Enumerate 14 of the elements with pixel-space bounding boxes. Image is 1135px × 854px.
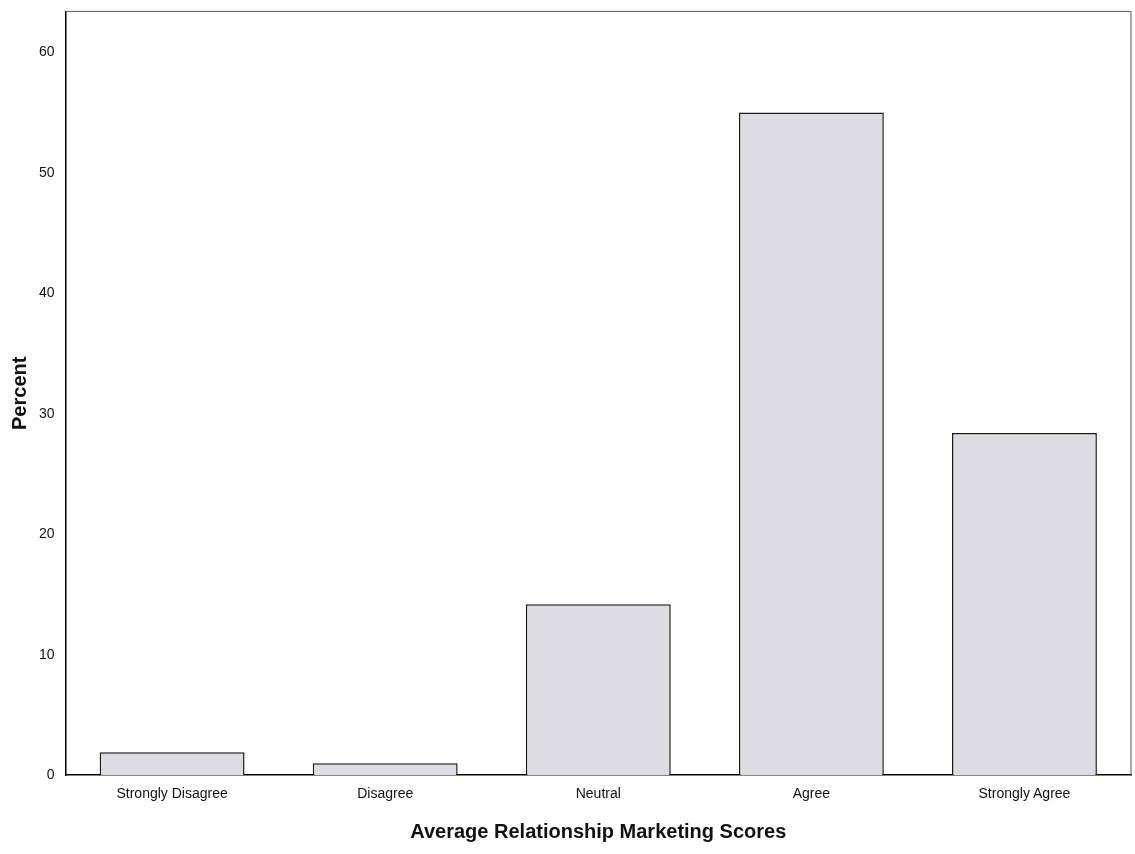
x-tick-label: Disagree: [357, 785, 414, 802]
x-tick-label: Neutral: [575, 785, 621, 802]
x-tick-label: Agree: [792, 785, 831, 802]
x-tick-label: Strongly Disagree: [116, 785, 228, 802]
y-tick-label: 20: [38, 525, 55, 542]
y-tick-label: 30: [38, 404, 55, 421]
y-tick-label: 50: [38, 163, 55, 180]
y-axis-title: Percent: [7, 356, 30, 430]
y-tick-label: 0: [46, 766, 55, 783]
x-tick-label: Strongly Agree: [978, 785, 1071, 802]
x-axis-title: Average Relationship Marketing Scores: [410, 819, 787, 842]
y-tick-label: 60: [38, 43, 55, 60]
y-tick-label: 10: [38, 645, 55, 662]
y-tick-label: 40: [38, 284, 55, 301]
